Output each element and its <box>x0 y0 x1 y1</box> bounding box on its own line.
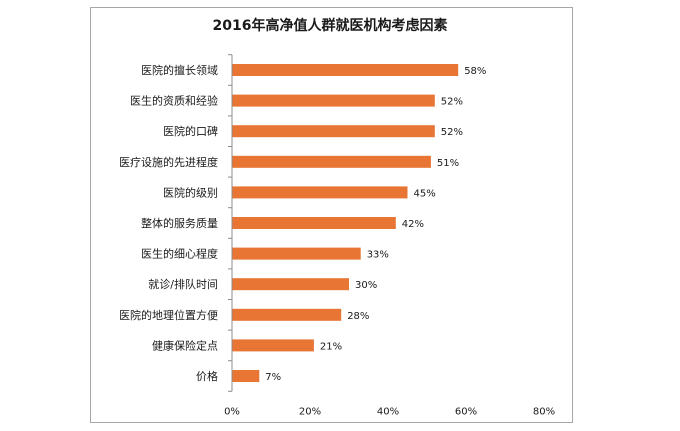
category-label: 整体的服务质量 <box>141 216 218 230</box>
value-label: 52% <box>441 97 463 108</box>
category-label: 医生的细心程度 <box>141 247 218 261</box>
category-label: 价格 <box>196 369 218 383</box>
x-tick-label: 80% <box>533 406 555 417</box>
bar-6 <box>232 217 396 229</box>
bar-4 <box>232 155 431 168</box>
value-labels: 58% 52% 52% 51% 45% 42% 33% 30% 28% 21% 7% <box>265 66 486 383</box>
value-label: 45% <box>414 188 436 199</box>
category-label: 医院的口碑 <box>163 124 218 138</box>
category-labels: 医院的擅长领域医生的资质和经验医院的口碑医疗设施的先进程度医院的级别整体的服务质… <box>119 63 218 383</box>
bar-2 <box>232 94 435 107</box>
value-label: 33% <box>367 250 389 261</box>
value-label: 21% <box>320 341 342 352</box>
value-label: 30% <box>355 280 377 291</box>
value-label: 7% <box>265 372 281 383</box>
value-label: 42% <box>402 219 424 230</box>
bar-10 <box>232 339 314 352</box>
category-label: 健康保险定点 <box>152 338 218 352</box>
bar-5 <box>232 186 408 199</box>
bar-3 <box>232 125 435 138</box>
x-tick-label: 60% <box>455 406 477 417</box>
chart-title: 2016年高净值人群就医机构考虑因素 <box>213 17 448 34</box>
value-label: 28% <box>347 311 369 322</box>
bar-11 <box>232 370 260 382</box>
bar-8 <box>232 278 349 291</box>
bar-9 <box>232 308 342 321</box>
x-tick-label: 20% <box>299 406 321 417</box>
category-label: 医院的地理位置方便 <box>119 308 218 322</box>
category-label: 就诊/排队时间 <box>148 277 218 291</box>
value-label: 52% <box>441 127 463 138</box>
category-label: 医院的级别 <box>163 185 218 199</box>
category-label: 医院的擅长领域 <box>141 63 218 77</box>
value-label: 58% <box>464 66 486 77</box>
x-tick-label: 40% <box>377 406 399 417</box>
value-label: 51% <box>437 158 459 169</box>
category-label: 医生的资质和经验 <box>130 94 218 108</box>
axes-group: 0% 20% 40% 60% 80% <box>224 54 555 417</box>
bars-group <box>232 64 459 382</box>
chart-frame <box>90 7 573 423</box>
bar-1 <box>232 64 459 76</box>
bar-7 <box>232 247 361 260</box>
x-tick-label: 0% <box>224 406 240 417</box>
category-label: 医疗设施的先进程度 <box>119 155 218 169</box>
